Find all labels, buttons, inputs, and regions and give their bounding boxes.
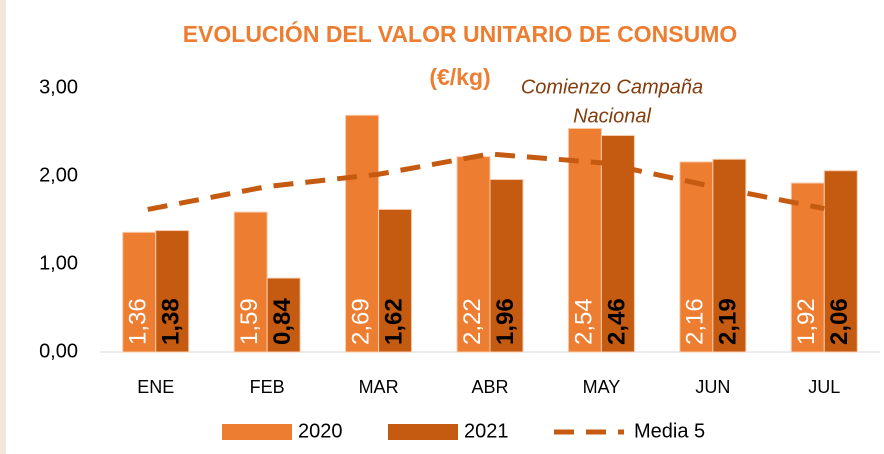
data-label: 2,06 <box>826 298 853 345</box>
bar <box>122 231 157 353</box>
data-label: 2,19 <box>715 298 742 345</box>
y-tick-label: 3,00 <box>39 76 78 98</box>
annotation: Nacional <box>573 105 651 127</box>
bar <box>567 127 602 353</box>
data-label: 1,59 <box>236 298 263 345</box>
legend-label: 2020 <box>298 420 343 442</box>
x-tick-label: JUN <box>695 377 730 397</box>
data-label: 1,96 <box>492 298 519 345</box>
left-border <box>0 0 6 454</box>
data-label: 1,38 <box>158 298 185 345</box>
y-tick-label: 2,00 <box>39 164 78 186</box>
legend-label: Media 5 <box>634 420 705 442</box>
legend-swatch <box>222 424 292 440</box>
data-label: 2,16 <box>682 298 709 345</box>
data-label: 0,84 <box>269 298 296 345</box>
bar <box>378 208 413 353</box>
bar <box>456 156 491 353</box>
bar <box>489 179 524 353</box>
x-tick-label: MAR <box>359 377 399 397</box>
legend-swatch <box>388 424 458 440</box>
data-label: 1,36 <box>125 298 152 345</box>
x-tick-label: FEB <box>250 377 285 397</box>
legend-label: 2021 <box>464 420 509 442</box>
data-label: 2,54 <box>570 298 597 345</box>
bar <box>233 211 268 353</box>
x-tick-label: ENE <box>137 377 174 397</box>
annotation: Comienzo Campaña <box>521 76 703 98</box>
bar <box>345 114 380 353</box>
data-label: 2,46 <box>603 298 630 345</box>
bar <box>679 161 714 353</box>
chart-title: EVOLUCIÓN DEL VALOR UNITARIO DE CONSUMO <box>183 20 738 47</box>
data-label: 2,69 <box>347 298 374 345</box>
x-tick-label: ABR <box>471 377 508 397</box>
y-tick-label: 0,00 <box>39 340 78 362</box>
bar <box>823 170 858 353</box>
x-tick-label: MAY <box>583 377 621 397</box>
data-label: 1,92 <box>793 298 820 345</box>
y-tick-label: 1,00 <box>39 252 78 274</box>
data-label: 2,22 <box>459 298 486 345</box>
chart-title: (€/kg) <box>429 64 490 90</box>
data-label: 1,62 <box>380 298 407 345</box>
bar <box>600 135 635 353</box>
bar <box>155 230 190 353</box>
x-tick-label: JUL <box>808 377 840 397</box>
bar <box>266 277 301 353</box>
